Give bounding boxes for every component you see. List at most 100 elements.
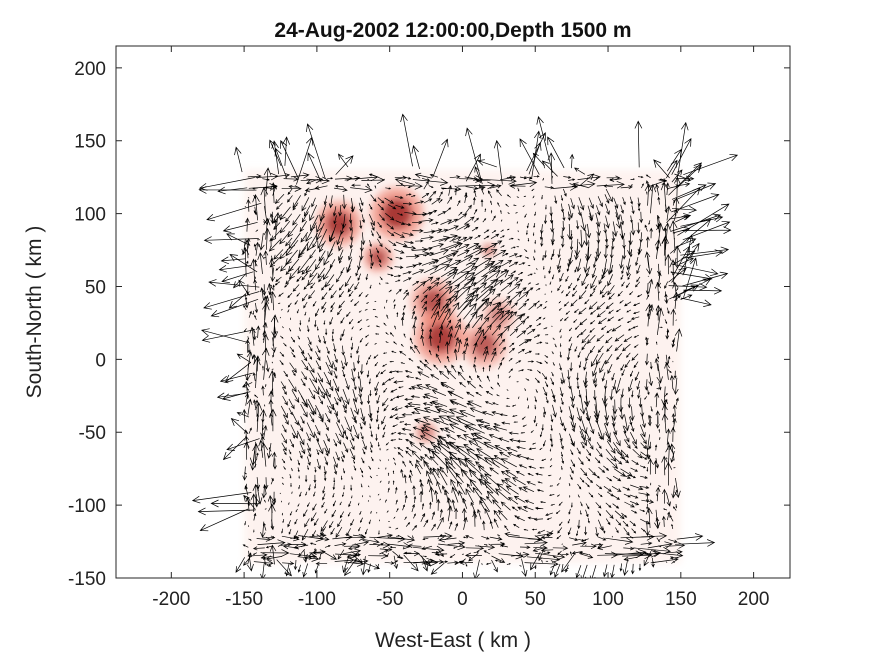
velocity-arrow [411,411,421,415]
velocity-arrow [456,435,467,441]
velocity-arrow [491,184,499,187]
velocity-arrow [621,512,628,518]
velocity-arrow [438,325,444,338]
velocity-arrow [449,399,467,408]
velocity-arrow [197,507,256,516]
velocity-arrow [434,405,455,415]
velocity-arrow [414,200,425,204]
velocity-arrow [639,424,646,438]
velocity-arrow [480,177,517,185]
velocity-arrow [314,433,319,442]
velocity-arrow [314,320,317,328]
velocity-arrow [447,302,460,320]
velocity-arrow [605,215,610,229]
velocity-arrow [524,388,527,391]
velocity-arrow [672,377,679,395]
velocity-arrow [270,388,274,395]
velocity-arrow [500,175,517,181]
velocity-arrow [576,333,581,338]
velocity-arrow [398,438,403,440]
velocity-arrow [629,406,635,422]
velocity-arrow [389,546,397,549]
velocity-arrow [332,378,340,393]
velocity-arrow [370,264,373,270]
velocity-arrow [409,460,414,467]
velocity-arrow [407,543,422,549]
velocity-arrow [296,292,301,297]
velocity-arrow [636,380,641,390]
velocity-arrow [392,457,396,461]
velocity-arrow [588,421,595,435]
velocity-arrow [566,264,570,272]
velocity-arrow [233,272,247,289]
velocity-arrow [532,195,535,199]
velocity-arrow [271,477,274,481]
velocity-arrow [459,382,466,388]
velocity-arrow [544,186,555,190]
velocity-arrow [510,270,517,275]
velocity-arrow [272,371,276,382]
velocity-arrow [666,511,671,521]
velocity-arrow [621,449,629,459]
velocity-arrow [492,499,502,510]
velocity-arrow [257,239,261,241]
velocity-arrow [630,221,636,236]
velocity-arrow [579,551,589,555]
velocity-arrow [242,466,248,481]
velocity-arrow [432,235,451,243]
velocity-arrow [385,187,392,190]
velocity-arrow [360,432,364,440]
velocity-arrow [559,416,564,427]
velocity-arrow [370,255,374,267]
velocity-arrow [362,439,367,451]
velocity-arrow [262,178,270,181]
velocity-arrow [587,439,594,450]
velocity-arrow [480,335,487,345]
velocity-arrow [478,419,490,425]
velocity-arrow [369,475,373,479]
velocity-arrow [585,352,590,362]
velocity-arrow [252,187,258,190]
velocity-arrow [349,439,355,451]
velocity-arrow [632,325,639,329]
velocity-arrow [281,535,300,542]
velocity-arrow [284,283,289,288]
velocity-arrow [587,518,590,524]
velocity-arrow [376,406,380,414]
velocity-arrow [285,237,293,247]
velocity-arrow [333,477,336,483]
velocity-arrow [577,483,582,490]
velocity-arrow [405,446,412,451]
velocity-arrow [405,450,412,457]
velocity-arrow [619,563,623,572]
velocity-arrow [287,195,293,203]
velocity-arrow [559,433,563,442]
velocity-arrow [629,196,633,205]
velocity-arrow [589,345,596,354]
velocity-arrow [409,346,416,354]
velocity-arrow [415,239,424,243]
velocity-arrow [606,440,616,454]
velocity-arrow [342,468,346,474]
velocity-arrow [448,284,461,294]
velocity-arrow [512,204,517,206]
velocity-arrow [257,252,265,275]
velocity-arrow [609,247,614,259]
velocity-arrow [645,180,649,189]
velocity-arrow [246,198,251,212]
velocity-arrow [330,302,335,309]
velocity-arrow [516,445,526,450]
velocity-arrow [536,116,553,173]
velocity-arrow [440,219,453,225]
velocity-arrow [414,418,431,425]
velocity-arrow [413,295,419,303]
velocity-arrow [435,353,442,363]
velocity-arrow [301,272,308,281]
velocity-arrow [646,294,650,300]
velocity-arrow [671,137,692,175]
velocity-arrow [203,291,260,310]
velocity-arrow [437,537,440,540]
velocity-arrow [289,456,292,462]
velocity-arrow [497,534,501,537]
velocity-arrow [376,543,384,547]
